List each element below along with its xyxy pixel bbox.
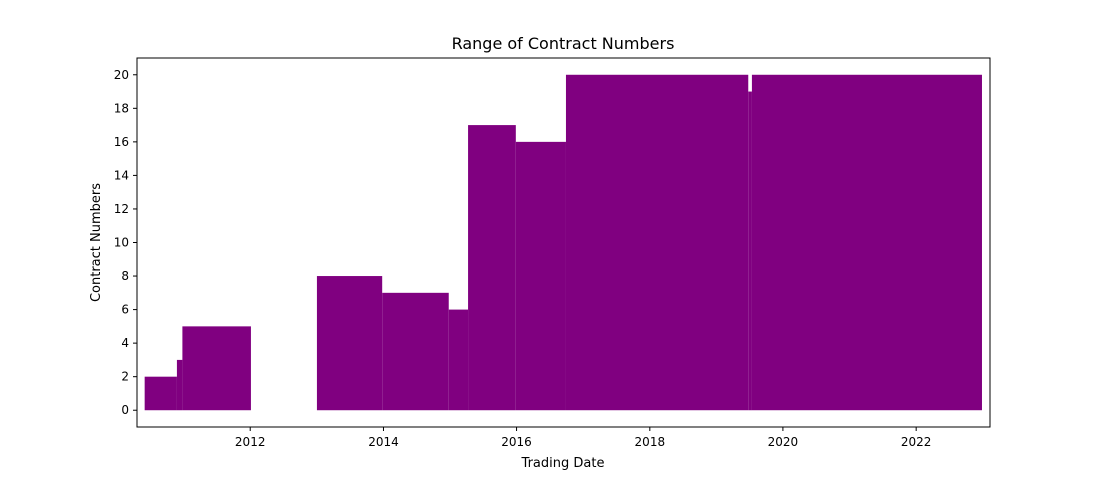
y-tick-label: 10 (114, 236, 129, 250)
y-tick-label: 20 (114, 68, 129, 82)
y-tick-label: 4 (121, 336, 129, 350)
x-axis: 2012 2014 2016 2018 2020 2022 (235, 427, 932, 449)
range-segment-4 (316, 276, 383, 411)
y-tick-label: 8 (121, 269, 129, 283)
range-segment-1 (144, 376, 177, 411)
x-tick-label: 2012 (235, 435, 266, 449)
y-tick-label: 2 (121, 370, 129, 384)
y-tick-label: 12 (114, 202, 129, 216)
y-axis-label: Contract Numbers (89, 183, 104, 302)
x-axis-label: Trading Date (521, 456, 605, 471)
x-tick-label: 2020 (768, 435, 799, 449)
y-tick-label: 16 (114, 135, 129, 149)
range-segment-3 (182, 326, 251, 411)
range-segment-6 (448, 309, 469, 411)
plot-area (144, 74, 982, 411)
x-tick-label: 2014 (368, 435, 399, 449)
range-segment-10 (748, 91, 752, 411)
x-tick-label: 2016 (501, 435, 532, 449)
x-tick-label: 2022 (901, 435, 932, 449)
x-tick-label: 2018 (635, 435, 666, 449)
range-segment-8 (515, 141, 566, 411)
range-segment-9 (565, 74, 749, 411)
y-axis: 0 2 4 6 8 10 12 14 16 18 20 (114, 68, 137, 417)
range-segment-7 (468, 125, 516, 411)
range-segment-11 (751, 74, 982, 411)
y-tick-label: 14 (114, 168, 129, 182)
y-tick-label: 0 (121, 403, 129, 417)
chart-title: Range of Contract Numbers (452, 34, 675, 53)
range-segment-2 (176, 359, 183, 411)
y-tick-label: 6 (121, 303, 129, 317)
range-segment-5 (382, 292, 449, 411)
y-tick-label: 18 (114, 101, 129, 115)
